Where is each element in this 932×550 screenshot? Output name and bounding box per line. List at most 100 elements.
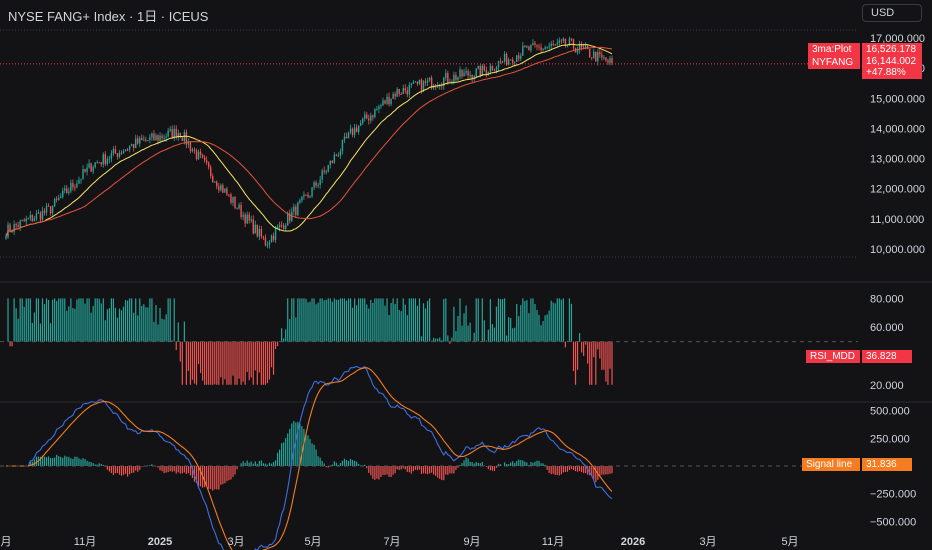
rsi-bar	[311, 298, 313, 342]
rsi-bar	[331, 301, 333, 342]
candle-body	[370, 115, 372, 121]
rsi-bar	[497, 298, 500, 342]
macd-bar	[220, 466, 222, 485]
candle-body	[193, 149, 196, 151]
candle-body	[511, 59, 514, 63]
rsi-bar	[224, 341, 226, 380]
macd-bar	[283, 442, 285, 466]
candle-body	[392, 93, 394, 99]
rsi-bar	[414, 298, 417, 342]
macd-bar	[56, 454, 58, 466]
signal-value-badge: 31.836	[862, 458, 912, 471]
rsi-bar	[90, 312, 92, 342]
candle-body	[149, 137, 151, 141]
rsi-bar	[386, 298, 388, 342]
rsi-bar	[560, 299, 562, 342]
rsi-bar	[477, 298, 479, 342]
candle-body	[554, 44, 556, 46]
macd-bar	[189, 466, 192, 476]
candle-body	[272, 235, 275, 240]
rsi-bar	[508, 317, 510, 342]
candle-body	[37, 212, 40, 214]
rsi-bar	[137, 315, 139, 342]
candle-body	[307, 194, 309, 197]
macd-bar	[580, 466, 583, 473]
rsi-bar	[112, 298, 115, 342]
rsi-bar	[323, 300, 325, 342]
candle-body	[483, 65, 486, 71]
candle-body	[82, 169, 84, 180]
rsi-bar	[189, 341, 192, 385]
rsi-bar	[552, 302, 554, 342]
candle-body	[540, 47, 542, 50]
candle-body	[428, 77, 431, 81]
macd-bar	[574, 466, 577, 472]
candle-body	[311, 187, 313, 197]
rsi-bar	[100, 303, 102, 342]
macd-bar	[260, 460, 262, 466]
macd-bar	[108, 466, 110, 472]
candle-body	[493, 70, 496, 72]
rsi-bar	[589, 341, 591, 385]
x-axis-tick: 9月	[463, 536, 480, 548]
macd-bar	[392, 466, 394, 475]
macd-bar	[319, 457, 321, 466]
candle-body	[351, 128, 354, 135]
rsi-bar	[307, 302, 309, 342]
rsi-bar	[540, 325, 542, 342]
rsi-bar	[242, 341, 244, 382]
macd-bar	[246, 460, 248, 466]
candle-body	[33, 218, 36, 222]
macd-bar	[84, 459, 86, 466]
rsi-bar	[420, 336, 423, 342]
rsi-bar	[147, 307, 149, 342]
rsi-bar	[433, 337, 435, 342]
candle-body	[420, 79, 423, 92]
candle-body	[503, 54, 506, 62]
macd-bar	[473, 463, 475, 466]
price-axis-tick: 10,000.000	[870, 244, 925, 256]
candle-body	[295, 206, 297, 216]
candle-body	[242, 214, 244, 217]
candle-body	[284, 225, 287, 229]
rsi-bar	[372, 302, 374, 342]
macd-bar	[165, 466, 167, 473]
candle-body	[282, 225, 285, 229]
macd-bar	[394, 466, 396, 474]
candle-body	[576, 50, 579, 53]
macd-bar	[424, 466, 427, 474]
macd-bar	[297, 421, 299, 466]
macd-bar	[133, 466, 135, 473]
candle-body	[465, 71, 467, 73]
candle-body	[143, 139, 145, 141]
ma-label-badge: 3ma:Plot	[808, 43, 860, 56]
rsi-bar	[248, 341, 250, 381]
rsi-bar	[416, 305, 419, 342]
candle-body	[45, 205, 48, 213]
rsi-bar	[576, 341, 579, 370]
candle-body	[287, 213, 289, 226]
rsi-bar	[60, 298, 62, 342]
candle-body	[524, 46, 526, 48]
macd-bar	[33, 459, 35, 466]
x-axis-tick: 2025	[148, 536, 172, 548]
rsi-bar	[489, 299, 491, 342]
macd-bar	[74, 456, 76, 466]
candle-body	[74, 187, 76, 189]
candle-body	[479, 66, 481, 76]
rsi-bar	[597, 341, 599, 350]
macd-bar	[331, 464, 333, 466]
macd-axis-tick: −250.000	[870, 489, 916, 501]
candle-body	[132, 144, 135, 148]
macd-bar	[544, 464, 546, 466]
currency-button[interactable]: USD	[862, 4, 922, 22]
candle-body	[534, 43, 536, 45]
candle-body	[404, 88, 406, 91]
macd-bar	[149, 465, 151, 466]
rsi-bar	[424, 308, 427, 342]
candle-body	[276, 227, 279, 229]
candle-body	[522, 46, 524, 56]
rsi-bar	[129, 298, 131, 342]
rsi-bar	[246, 341, 248, 373]
